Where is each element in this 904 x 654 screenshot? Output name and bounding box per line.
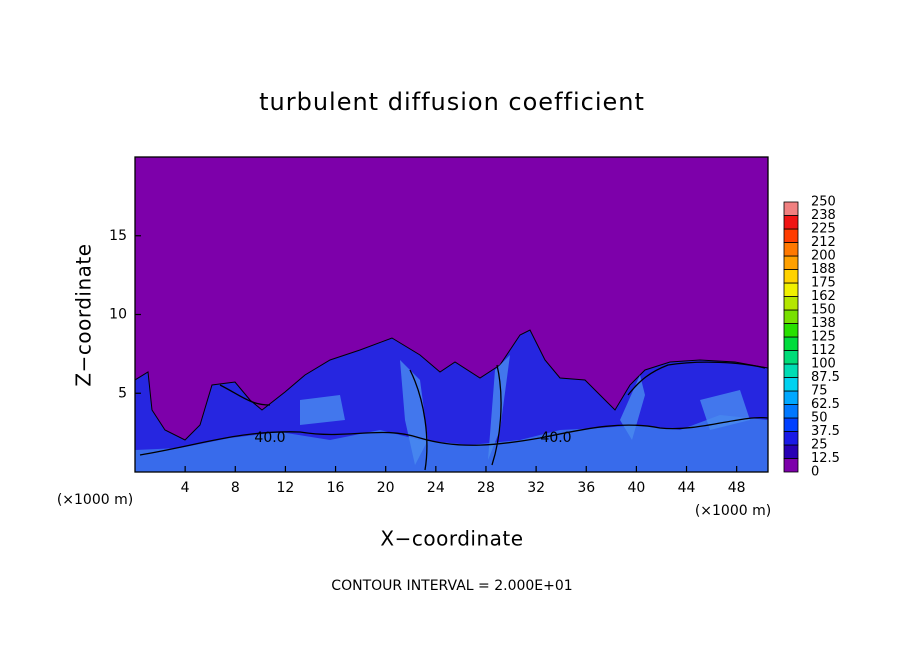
colorbar-box [783, 390, 799, 405]
colorbar-box [783, 444, 799, 459]
x-unit-label: (×1000 m) [57, 492, 133, 508]
x-tick-label: 44 [678, 480, 696, 496]
contour-interval: CONTOUR INTERVAL = 2.000E+01 [331, 578, 572, 594]
colorbar-box [783, 269, 799, 284]
colorbar-label: 0 [811, 465, 819, 480]
colorbar-label: 37.5 [811, 424, 840, 439]
colorbar-label: 138 [811, 316, 836, 331]
colorbar-box [783, 417, 799, 432]
colorbar-label: 125 [811, 330, 836, 345]
x-tick-label: 16 [327, 480, 345, 496]
colorbar-box [783, 458, 799, 473]
colorbar-label: 87.5 [811, 370, 840, 385]
colorbar-label: 62.5 [811, 397, 840, 412]
x-tick-label: 28 [477, 480, 495, 496]
colorbar-label: 212 [811, 235, 836, 250]
x-tick-label: 20 [377, 480, 395, 496]
colorbar-box [783, 431, 799, 446]
x-tick-label: 36 [577, 480, 595, 496]
colorbar-label: 162 [811, 289, 836, 304]
x-tick-label: 4 [181, 480, 190, 496]
y-axis-label: Z−coordinate [72, 243, 96, 386]
y-tick-label: 5 [118, 385, 127, 401]
y-tick-label: 10 [109, 307, 127, 323]
field: 40.0 40.0 [135, 157, 768, 472]
colorbar-label: 250 [811, 195, 836, 210]
colorbar-box [783, 404, 799, 419]
colorbar-label: 25 [811, 438, 828, 453]
colorbar-box [783, 363, 799, 378]
contour-label: 40.0 [254, 430, 285, 446]
x-tick-label: 40 [627, 480, 645, 496]
colorbar-box [783, 377, 799, 392]
x-tick-label: 24 [427, 480, 445, 496]
contour-label: 40.0 [540, 430, 571, 446]
chart-title: turbulent diffusion coefficient [259, 88, 645, 116]
colorbar-box [783, 296, 799, 311]
colorbar-label: 50 [811, 411, 828, 426]
colorbar-box [783, 336, 799, 351]
x-tick-label: 32 [527, 480, 545, 496]
x-tick-label: 8 [231, 480, 240, 496]
colorbar-box [783, 309, 799, 324]
colorbar-label: 175 [811, 276, 836, 291]
colorbar-box [783, 215, 799, 230]
colorbar-box [783, 228, 799, 243]
colorbar-box [783, 282, 799, 297]
x-unit-label: (×1000 m) [695, 503, 771, 519]
contour-lines [139, 361, 768, 471]
x-axis-label: X−coordinate [380, 527, 523, 551]
lower-layer [135, 415, 768, 472]
x-tick-label: 48 [728, 480, 746, 496]
streaks [300, 355, 750, 465]
colorbar-label: 225 [811, 222, 836, 237]
colorbar-label: 75 [811, 384, 828, 399]
colorbar-box [783, 201, 799, 216]
colorbar-label: 200 [811, 249, 836, 264]
colorbar-label: 188 [811, 262, 836, 277]
colorbar-box [783, 350, 799, 365]
colorbar-box [783, 242, 799, 257]
y-tick-label: 15 [109, 228, 127, 244]
colorbar-label: 100 [811, 357, 836, 372]
colorbar-box [783, 255, 799, 270]
colorbar-label: 12.5 [811, 451, 840, 466]
colorbar-box [783, 323, 799, 338]
x-tick-label: 12 [277, 480, 295, 496]
colorbar-label: 150 [811, 303, 836, 318]
colorbar-label: 238 [811, 208, 836, 223]
colorbar-label: 112 [811, 343, 836, 358]
